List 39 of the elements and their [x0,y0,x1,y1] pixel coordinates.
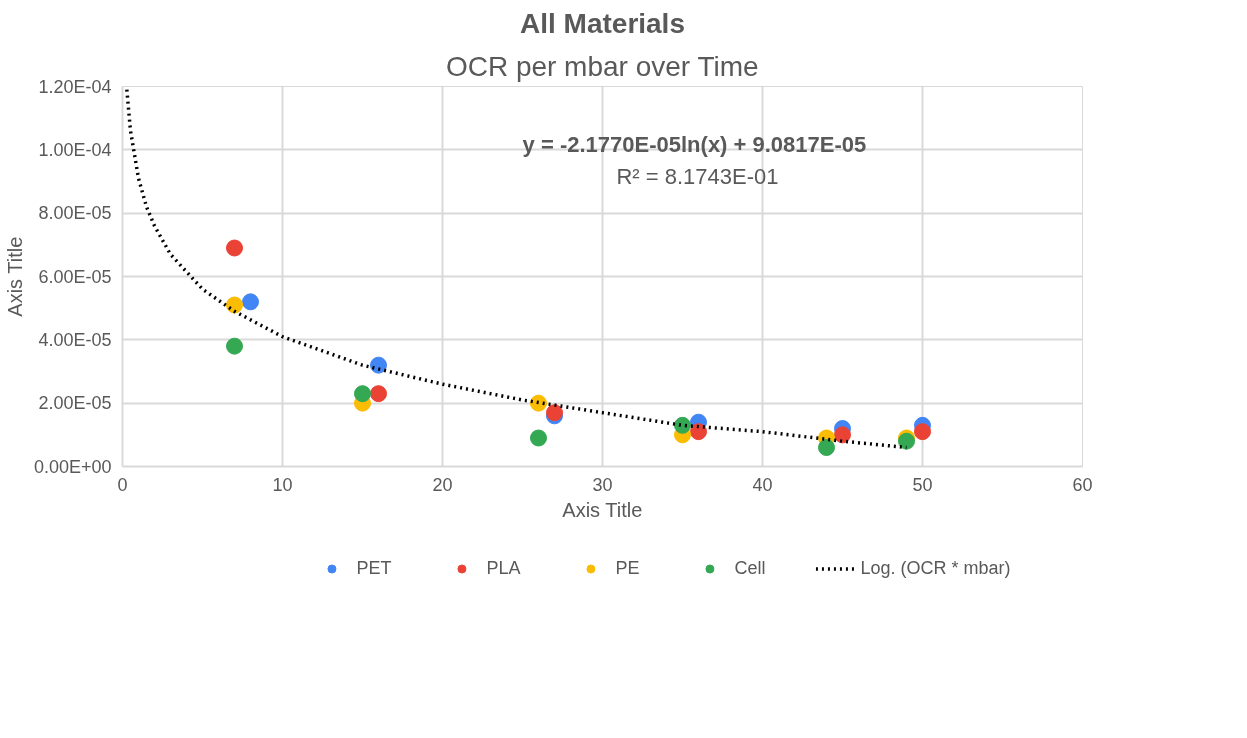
x-axis-title: Axis Title [562,498,643,521]
legend-label: PET [356,557,392,579]
y-tick-label: 8.00E-05 [38,203,112,224]
y-tick-label: 1.00E-04 [38,139,112,160]
legend-label: Log. (OCR * mbar) [860,557,1011,579]
y-tick-label: 2.00E-05 [38,393,112,414]
point [690,423,707,441]
x-tick-label: 10 [272,474,293,495]
chart-subtitle: OCR per mbar over Time [445,50,759,82]
point [242,293,259,311]
x-tick-label: 60 [1072,474,1093,495]
y-tick-label: 6.00E-05 [38,266,112,287]
legend-label: PLA [486,557,521,579]
x-tick-label: 50 [912,474,933,495]
point [354,385,371,403]
point [914,423,931,441]
annotation: R² = 8.1743E-01 [616,163,779,189]
point [834,426,851,444]
x-tick-label: 40 [752,474,773,495]
y-tick-label: 1.20E-04 [38,76,112,97]
legend-label: PE [615,557,640,579]
point [674,416,691,434]
y-tick-label: 0.00E+00 [33,456,112,477]
x-tick-label: 0 [117,474,128,495]
x-tick-label: 20 [432,474,453,495]
y-axis-title: Axis Title [3,236,26,317]
point [226,296,243,314]
point [530,429,547,447]
point [370,385,387,403]
annotation: y = -2.1770E-05ln(x) + 9.0817E-05 [522,131,867,157]
y-tick-label: 4.00E-05 [38,329,112,350]
point [370,356,387,374]
legend-label: Cell [734,557,766,579]
point [226,337,243,355]
point [530,394,547,412]
x-tick-label: 30 [592,474,613,495]
point [818,439,835,456]
point [226,239,243,257]
chart-title: All Materials [520,7,685,39]
